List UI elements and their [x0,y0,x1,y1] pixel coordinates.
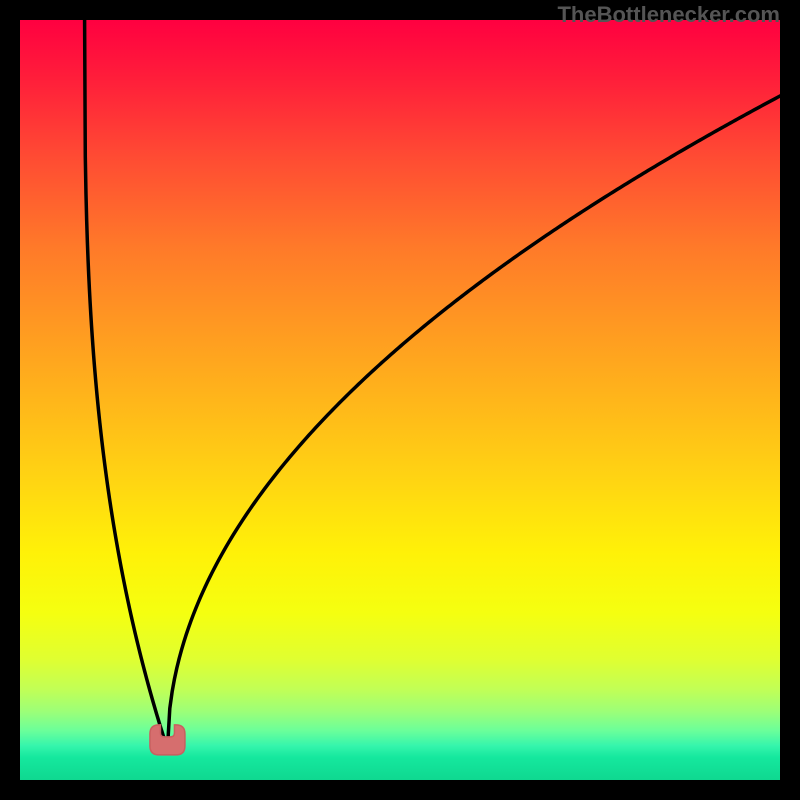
chart-canvas [0,0,800,800]
watermark-text: TheBottlenecker.com [557,2,780,28]
bottleneck-chart: TheBottlenecker.com [0,0,800,800]
